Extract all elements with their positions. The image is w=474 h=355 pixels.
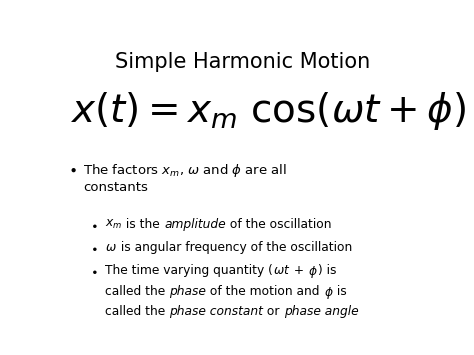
Text: $\phi$: $\phi$ xyxy=(324,284,333,301)
Text: $\bullet$: $\bullet$ xyxy=(91,218,98,230)
Text: $\bullet$: $\bullet$ xyxy=(68,162,77,176)
Text: $\phi$: $\phi$ xyxy=(309,264,318,280)
Text: phase constant: phase constant xyxy=(169,305,263,318)
Text: $\bullet$: $\bullet$ xyxy=(91,264,98,277)
Text: phase: phase xyxy=(169,284,206,297)
Text: is the: is the xyxy=(122,218,164,230)
Text: +: + xyxy=(291,264,309,277)
Text: $x_m$: $x_m$ xyxy=(105,218,122,231)
Text: called the: called the xyxy=(105,305,169,318)
Text: $\omega t$: $\omega t$ xyxy=(273,264,291,277)
Text: called the: called the xyxy=(105,284,169,297)
Text: ) is: ) is xyxy=(318,264,337,277)
Text: $\omega$: $\omega$ xyxy=(105,241,117,254)
Text: Simple Harmonic Motion: Simple Harmonic Motion xyxy=(115,52,371,72)
Text: is: is xyxy=(333,284,347,297)
Text: constants: constants xyxy=(83,181,148,193)
Text: of the motion and: of the motion and xyxy=(206,284,324,297)
Text: $\it{x}(\it{t}) = \it{x}_m\ \mathrm{cos}(\omega \it{t} + \phi)$: $\it{x}(\it{t}) = \it{x}_m\ \mathrm{cos}… xyxy=(70,91,466,132)
Text: of the oscillation: of the oscillation xyxy=(226,218,331,230)
Text: amplitude: amplitude xyxy=(164,218,226,230)
Text: $\bullet$: $\bullet$ xyxy=(91,241,98,254)
Text: is angular frequency of the oscillation: is angular frequency of the oscillation xyxy=(117,241,352,254)
Text: The factors $x_m$, $\omega$ and $\phi$ are all: The factors $x_m$, $\omega$ and $\phi$ a… xyxy=(83,162,287,179)
Text: phase angle: phase angle xyxy=(283,305,358,318)
Text: The time varying quantity (: The time varying quantity ( xyxy=(105,264,273,277)
Text: or: or xyxy=(263,305,283,318)
